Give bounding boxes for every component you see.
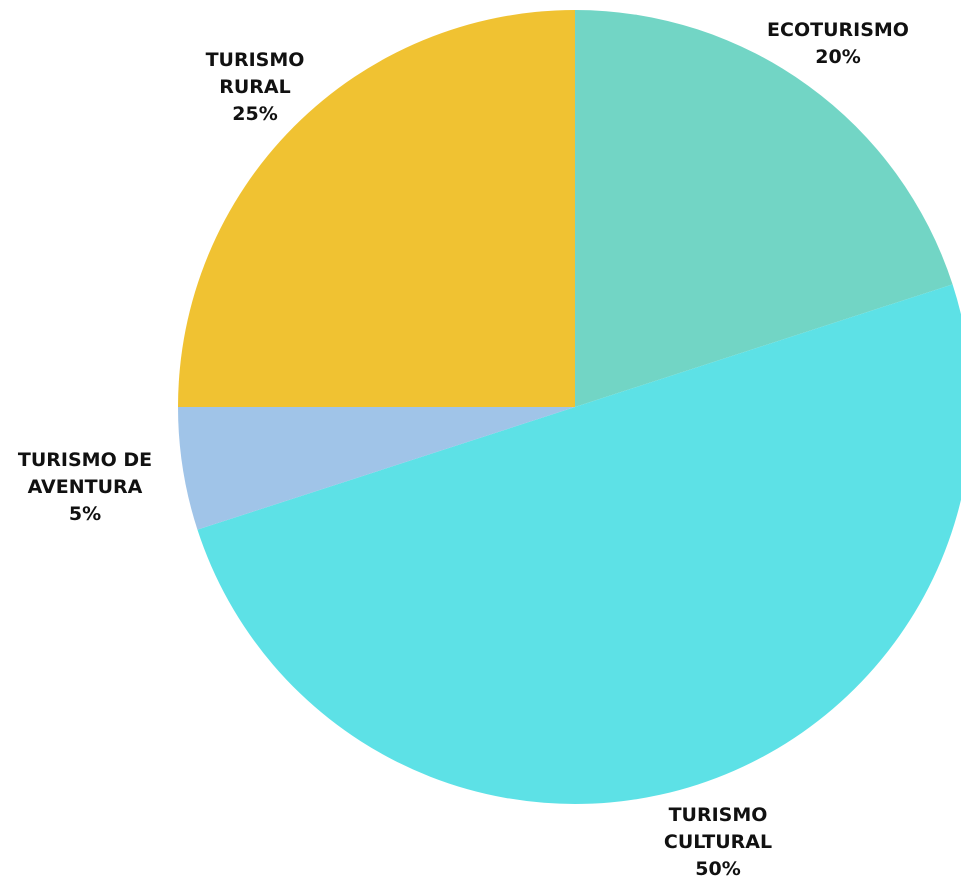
value-label: 20%: [815, 46, 861, 68]
slice-label: TURISMO RURAL 25%: [185, 47, 325, 128]
pie-slice: [575, 10, 953, 407]
slice-label: TURISMO DE AVENTURA 5%: [0, 447, 170, 528]
slice-label: TURISMO CULTURAL 50%: [648, 802, 788, 882]
category-label: ECOTURISMO: [767, 19, 909, 41]
value-label: 25%: [232, 103, 278, 125]
pie-slice: [178, 407, 575, 530]
category-label: TURISMO CULTURAL: [663, 804, 773, 853]
category-label: TURISMO RURAL: [205, 49, 305, 98]
pie-slice: [197, 284, 961, 804]
slice-label: ECOTURISMO 20%: [728, 17, 948, 71]
value-label: 50%: [695, 858, 741, 880]
value-label: 5%: [68, 503, 102, 525]
category-label: TURISMO DE AVENTURA: [17, 449, 153, 498]
pie-slice: [178, 10, 575, 407]
